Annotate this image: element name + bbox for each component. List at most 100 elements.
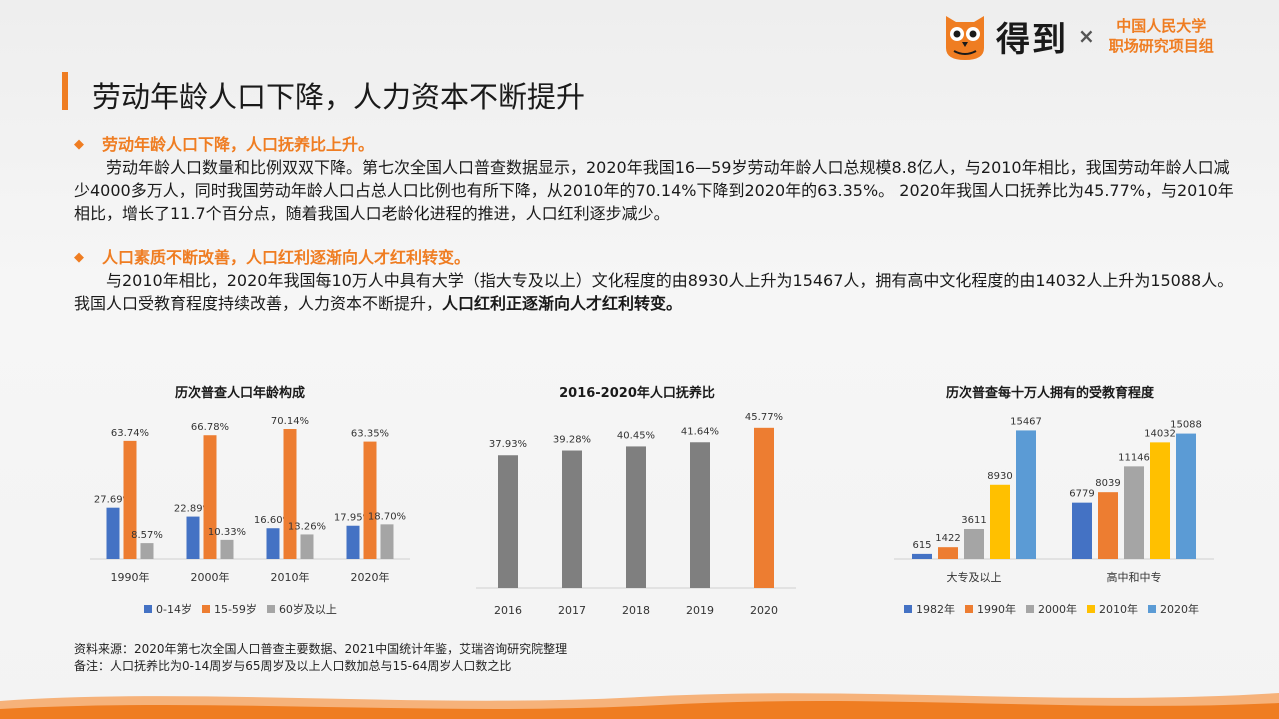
data-label: 13.26% xyxy=(288,521,326,532)
title-accent-bar xyxy=(62,72,68,110)
chart-dependency-ratio-plot: 37.93% 2016 39.28% 2017 40.45% 2018 41.64% 2019… xyxy=(476,412,796,617)
legend-label: 1982年 xyxy=(916,603,955,616)
bar xyxy=(140,543,154,559)
chart-title: 历次普查每十万人拥有的受教育程度 xyxy=(945,386,1154,401)
data-label: 70.14% xyxy=(271,416,309,427)
bar xyxy=(626,446,646,588)
section-heading-text: 劳动年龄人口下降，人口抚养比上升。 xyxy=(102,135,375,154)
legend-item: 2020年 xyxy=(1148,601,1199,617)
tick-label: 2019 xyxy=(686,604,714,617)
tick-label: 2018 xyxy=(622,604,650,617)
source-line: 资料来源：2020年第七次全国人口普查主要数据、2021中国统计年鉴，艾瑞咨询研… xyxy=(74,642,568,656)
data-label: 45.77% xyxy=(745,412,783,423)
section-labor: ◆ 劳动年龄人口下降，人口抚养比上升。 劳动年龄人口数量和比例双双下降。第七次全… xyxy=(74,133,1239,225)
data-label: 63.74% xyxy=(111,428,149,439)
section-paragraph-bold: 人口红利正逐渐向人才红利转变。 xyxy=(442,294,683,313)
data-label: 37.93% xyxy=(489,439,527,450)
chart-legend: 1982年 1990年 2000年 2010年 2020年 xyxy=(904,601,1199,617)
legend-swatch xyxy=(965,605,973,613)
legend-label: 2020年 xyxy=(1160,603,1199,616)
chart-education: 历次普查每十万人拥有的受教育程度 615 1422 3611 8930 15467 大专及… xyxy=(880,378,1220,623)
data-label: 41.64% xyxy=(681,426,719,437)
tick-label: 2017 xyxy=(558,604,586,617)
legend-item: 1990年 xyxy=(965,601,1016,617)
chart-legend: 0-14岁 15-59岁 60岁及以上 xyxy=(144,601,337,617)
header-logo: 得到 × 中国人民大学 职场研究项目组 xyxy=(942,8,1214,64)
data-label: 17.95% xyxy=(334,513,372,524)
page-title: 劳动年龄人口下降，人力资本不断提升 xyxy=(92,80,586,114)
legend-label: 2000年 xyxy=(1038,603,1077,616)
legend-item: 1982年 xyxy=(904,601,955,617)
section-paragraph-text: 与2010年相比，2020年我国每10万人中具有大学（指大专及以上）文化程度的由… xyxy=(74,271,1234,313)
bar xyxy=(1124,466,1144,559)
chart-age-structure: 历次普查人口年龄构成 27.69% 63.74% 8.57% 1990年 22.89% 6… xyxy=(70,378,410,623)
logo-cross: × xyxy=(1078,24,1095,48)
legend-label: 0-14岁 xyxy=(156,603,192,616)
section-paragraph: 劳动年龄人口数量和比例双双下降。第七次全国人口普查数据显示，2020年我国16—… xyxy=(74,158,1234,223)
bar xyxy=(220,539,234,559)
tick-label: 2000年 xyxy=(191,570,230,584)
bar xyxy=(964,528,984,559)
tick-label: 2016 xyxy=(494,604,522,617)
section-heading: ◆ 劳动年龄人口下降，人口抚养比上升。 xyxy=(74,133,1239,156)
data-label: 615 xyxy=(912,540,931,551)
data-label: 39.28% xyxy=(553,435,591,446)
bar xyxy=(754,427,774,588)
data-label: 3611 xyxy=(961,515,986,526)
bar xyxy=(186,516,200,559)
owl-logo-icon xyxy=(946,16,984,60)
tick-label: 2020 xyxy=(750,604,778,617)
bar xyxy=(1176,433,1196,559)
diamond-bullet-icon: ◆ xyxy=(74,137,84,152)
bar xyxy=(123,440,137,559)
section-heading-text: 人口素质不断改善，人口红利逐渐向人才红利转变。 xyxy=(102,248,471,267)
legend-item: 2000年 xyxy=(1026,601,1077,617)
legend-swatch xyxy=(144,605,152,613)
bar xyxy=(562,450,582,588)
remark-line: 备注：人口抚养比为0-14周岁与65周岁及以上人口数加总与15-64周岁人口数之… xyxy=(74,659,512,673)
data-label: 11146 xyxy=(1118,452,1150,463)
legend-item: 0-14岁 xyxy=(144,601,192,617)
chart-age-structure-plot: 27.69% 63.74% 8.57% 1990年 22.89% 66.78% 10.33%… xyxy=(90,416,410,584)
diamond-bullet-icon: ◆ xyxy=(74,250,84,265)
chart-title: 2016-2020年人口抚养比 xyxy=(559,386,715,401)
tick-label: 大专及以上 xyxy=(947,570,1002,584)
chart-title: 历次普查人口年龄构成 xyxy=(174,386,305,401)
legend-swatch xyxy=(1087,605,1095,613)
bar xyxy=(938,547,958,559)
bar xyxy=(380,524,394,559)
data-label: 66.78% xyxy=(191,422,229,433)
bar xyxy=(346,525,360,559)
legend-label: 2010年 xyxy=(1099,603,1138,616)
legend-item: 60岁及以上 xyxy=(266,601,337,617)
bar xyxy=(1098,492,1118,559)
legend-label: 1990年 xyxy=(977,603,1016,616)
data-label: 1422 xyxy=(935,533,960,544)
bar xyxy=(106,507,120,559)
data-label: 8930 xyxy=(987,471,1012,482)
legend-label: 60岁及以上 xyxy=(278,603,337,616)
bar xyxy=(990,484,1010,559)
partner-line-2: 职场研究项目组 xyxy=(1108,37,1214,55)
bar xyxy=(300,534,314,559)
data-label: 40.45% xyxy=(617,430,655,441)
bottom-wave-decoration xyxy=(0,693,1279,719)
bar xyxy=(912,553,932,559)
data-label: 27.69% xyxy=(94,495,132,506)
partner-name: 中国人民大学 职场研究项目组 xyxy=(1109,16,1214,56)
bar xyxy=(1072,502,1092,559)
source-note: 资料来源：2020年第七次全国人口普查主要数据、2021中国统计年鉴，艾瑞咨询研… xyxy=(74,641,567,675)
section-paragraph: 与2010年相比，2020年我国每10万人中具有大学（指大专及以上）文化程度的由… xyxy=(74,269,1239,315)
section-quality: ◆ 人口素质不断改善，人口红利逐渐向人才红利转变。 与2010年相比，2020年… xyxy=(74,246,1239,315)
tick-label: 1990年 xyxy=(111,570,150,584)
data-label: 15467 xyxy=(1010,416,1042,427)
legend-swatch xyxy=(1148,605,1156,613)
bar xyxy=(690,442,710,588)
bar xyxy=(203,435,217,559)
data-label: 8039 xyxy=(1095,478,1120,489)
bar xyxy=(283,429,297,559)
bar xyxy=(266,528,280,559)
logo-text: 得到 xyxy=(996,19,1068,60)
